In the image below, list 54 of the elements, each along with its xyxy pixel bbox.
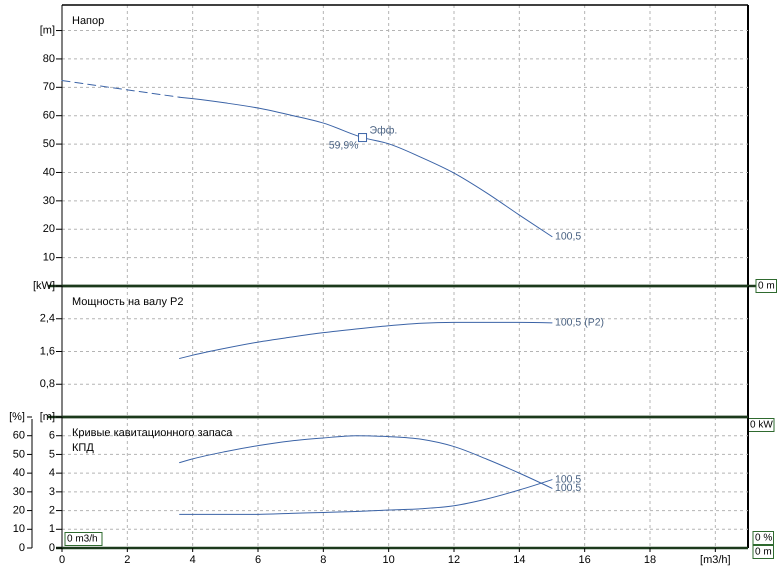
x-tick-label: 6: [254, 554, 262, 566]
series-label: 100,5 (P2): [555, 316, 604, 329]
y-tick-label: 10: [42, 252, 55, 264]
y-tick-label: 1: [48, 523, 55, 536]
y2-tick-label: 20: [12, 504, 25, 516]
y2-tick-label: 50: [12, 448, 25, 460]
x-tick-label: 8: [320, 554, 326, 566]
y-tick-label: 4: [48, 467, 55, 480]
y-tick-label: 50: [42, 138, 55, 150]
series-label: 100,5: [555, 230, 582, 242]
y2-tick-label: [%]: [9, 410, 25, 423]
y-tick-label: 6: [48, 430, 55, 442]
y2-tick-label: 60: [12, 430, 25, 442]
x-tick-label: 16: [578, 554, 591, 566]
y-tick-label: 5: [48, 448, 55, 460]
y2-tick-label: 40: [12, 467, 25, 480]
y-tick-label: 20: [42, 223, 55, 236]
y-tick-label: [m]: [40, 410, 55, 423]
y-tick-label: 30: [42, 194, 55, 207]
y-tick-label: 80: [42, 52, 55, 65]
y-tick-label: 2: [48, 504, 55, 516]
y-tick-label: [m]: [40, 24, 55, 36]
x-tick-label: 4: [190, 554, 196, 566]
y-tick-label: 0: [48, 542, 55, 554]
annotation: Эфф.: [370, 124, 398, 136]
y-tick-label: 1,6: [40, 345, 55, 358]
y-tick-label: 3: [48, 486, 55, 498]
y-tick-label: 60: [42, 110, 55, 122]
text: 0 %: [755, 532, 772, 544]
x-tick-label: 0: [58, 554, 66, 566]
annotation: 0 m3/h: [67, 534, 98, 545]
text: 0 m: [758, 280, 775, 292]
x-tick-label: 10: [382, 554, 395, 566]
y2-tick-label: 10: [12, 523, 25, 536]
text: 0 m: [755, 546, 772, 558]
x-tick-label: 12: [448, 554, 460, 566]
text: 0 kW: [750, 420, 774, 431]
y-tick-label: [kW]: [33, 280, 55, 292]
x-tick-label: [m3/h]: [700, 554, 731, 566]
text: КПД: [72, 442, 94, 454]
y2-tick-label: 30: [12, 486, 25, 498]
y-tick-label: 0,8: [40, 378, 55, 390]
line-series: [179, 322, 552, 359]
x-tick-label: 18: [644, 554, 656, 566]
y-tick-label: 2,4: [40, 312, 55, 325]
x-tick-label: 2: [124, 554, 130, 566]
text: Кривые кавитационного запаса: [72, 426, 234, 439]
annotation: 59,9%: [328, 139, 359, 152]
text: Мощность на валу P2: [72, 296, 184, 308]
text: Напор: [72, 14, 104, 27]
x-tick-label: 14: [513, 554, 526, 566]
y-tick-label: 40: [42, 166, 55, 178]
y2-tick-label: 0: [18, 542, 25, 554]
y-tick-label: 70: [42, 81, 55, 94]
